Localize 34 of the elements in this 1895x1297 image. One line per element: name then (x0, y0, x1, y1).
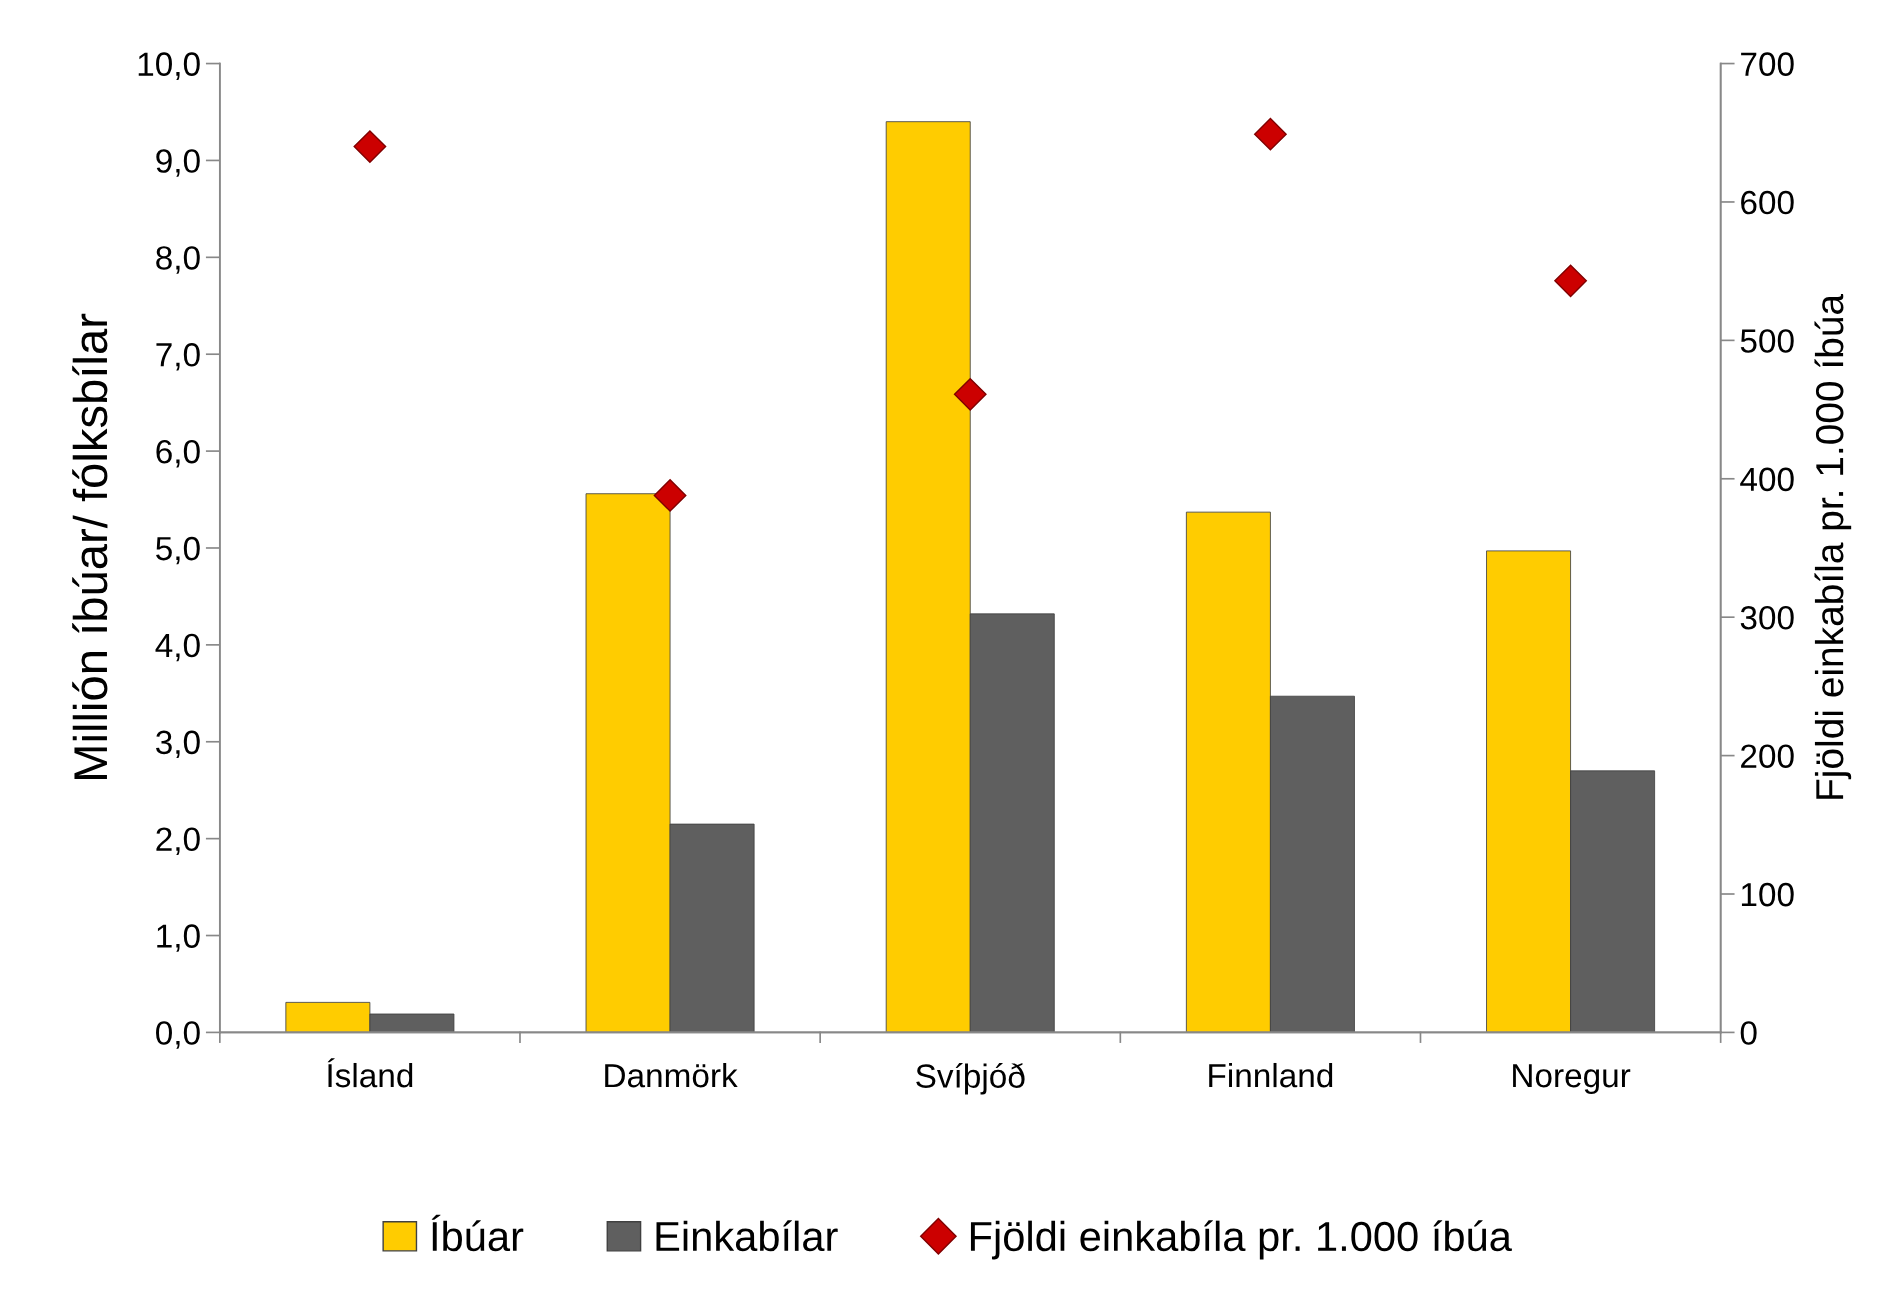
point (653, 478, 687, 512)
y2-tick-label: 0 (1740, 1021, 1757, 1045)
y-tick-label: 9,0 (156, 149, 200, 177)
x-tick-label: Svíþjóð (916, 1062, 1025, 1095)
y2-tick-label: 500 (1740, 329, 1794, 353)
y-tick-label: 4,0 (155, 633, 200, 662)
point (1253, 117, 1287, 151)
x-tick-label: Finnland (1209, 1062, 1333, 1088)
legend-label: Íbúar (431, 1214, 524, 1252)
y-tick-label: 7,0 (156, 343, 200, 371)
y-tick-label: 5,0 (156, 536, 200, 565)
y2-tick-label: 200 (1741, 744, 1794, 768)
x-tick-label: Ísland (327, 1058, 413, 1088)
legend-label: Fjöldi einkabíla pr. 1.000 íbúa (970, 1220, 1512, 1260)
y-tick-label: 6,0 (156, 439, 200, 468)
y-tick-label: 8,0 (156, 246, 200, 274)
y2-axis-title: Fjöldi einkabíla pr. 1.000 íbúa (1814, 293, 1852, 799)
y-tick-label: 10,0 (138, 52, 200, 80)
point (353, 130, 387, 164)
y-tick-label: 3,0 (156, 730, 200, 759)
y2-tick-label: 400 (1740, 467, 1794, 492)
legend-label: Einkabílar (656, 1220, 838, 1252)
point (953, 377, 987, 411)
point (1554, 264, 1587, 298)
x-tick-label: Danmörk (605, 1062, 738, 1088)
y-tick-label: 1,0 (157, 924, 200, 952)
y-tick-label: 0,0 (156, 1021, 200, 1049)
y-axis-title: Millión íbúar/ fólksbílar (72, 313, 108, 779)
y-tick-label: 2,0 (156, 827, 200, 855)
y2-tick-label: 300 (1740, 605, 1794, 630)
y2-tick-label: 100 (1741, 882, 1794, 907)
y2-tick-label: 600 (1741, 190, 1794, 215)
y2-tick-label: 700 (1741, 52, 1794, 76)
x-tick-label: Noregur (1513, 1064, 1631, 1095)
